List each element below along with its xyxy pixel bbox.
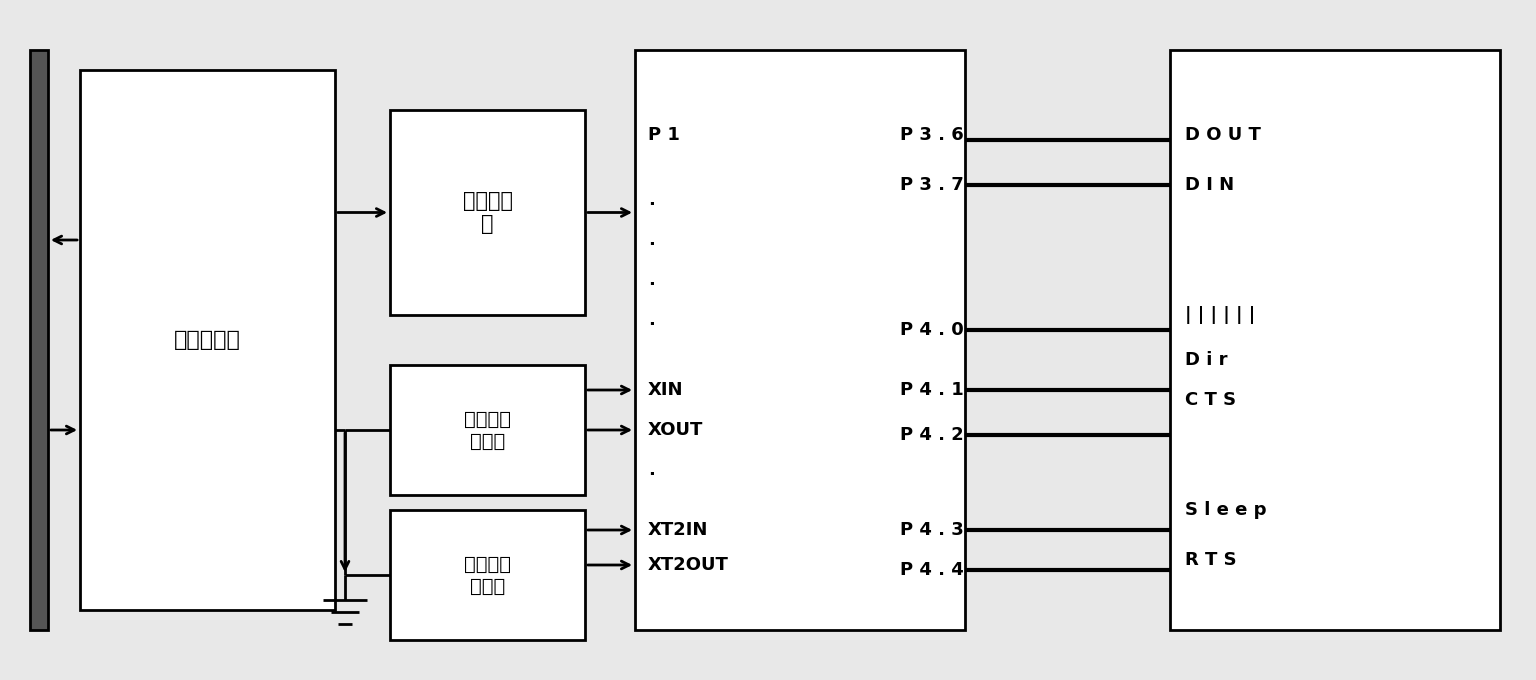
Text: P 4 . 2: P 4 . 2 (900, 426, 963, 444)
Bar (390, 510, 585, 640)
Text: XT2OUT: XT2OUT (648, 556, 730, 574)
Text: D I N: D I N (1184, 176, 1233, 194)
Text: D O U T: D O U T (1184, 126, 1261, 144)
Text: .: . (648, 191, 654, 209)
Text: 低速晶体
振荡器: 低速晶体 振荡器 (464, 409, 511, 450)
Text: 运算放大
器: 运算放大 器 (462, 191, 513, 234)
Text: .: . (648, 231, 654, 249)
Text: P 4 . 4: P 4 . 4 (900, 561, 963, 579)
Text: | | | | | |: | | | | | | (1184, 306, 1255, 324)
Text: C T S: C T S (1184, 391, 1236, 409)
Text: .: . (648, 461, 654, 479)
Text: 高速晶体
振荡器: 高速晶体 振荡器 (464, 554, 511, 596)
Text: P 3 . 7: P 3 . 7 (900, 176, 963, 194)
Bar (390, 365, 585, 495)
Text: P 3 . 6: P 3 . 6 (900, 126, 963, 144)
Bar (31, 50, 48, 630)
Text: XOUT: XOUT (648, 421, 703, 439)
Bar (1170, 50, 1501, 630)
Bar (634, 50, 965, 630)
Text: .: . (648, 271, 654, 289)
Text: P 1: P 1 (648, 126, 680, 144)
Text: XIN: XIN (648, 381, 684, 399)
Text: .: . (648, 311, 654, 329)
Text: D i r: D i r (1184, 351, 1227, 369)
Text: P 4 . 0: P 4 . 0 (900, 321, 963, 339)
Text: R T S: R T S (1184, 551, 1236, 569)
Bar (80, 70, 335, 610)
Text: 电流互感器: 电流互感器 (174, 330, 241, 350)
Text: S l e e p: S l e e p (1184, 501, 1267, 519)
Text: P 4 . 1: P 4 . 1 (900, 381, 963, 399)
Text: XT2IN: XT2IN (648, 521, 708, 539)
Text: P 4 . 3: P 4 . 3 (900, 521, 963, 539)
Bar (390, 110, 585, 315)
